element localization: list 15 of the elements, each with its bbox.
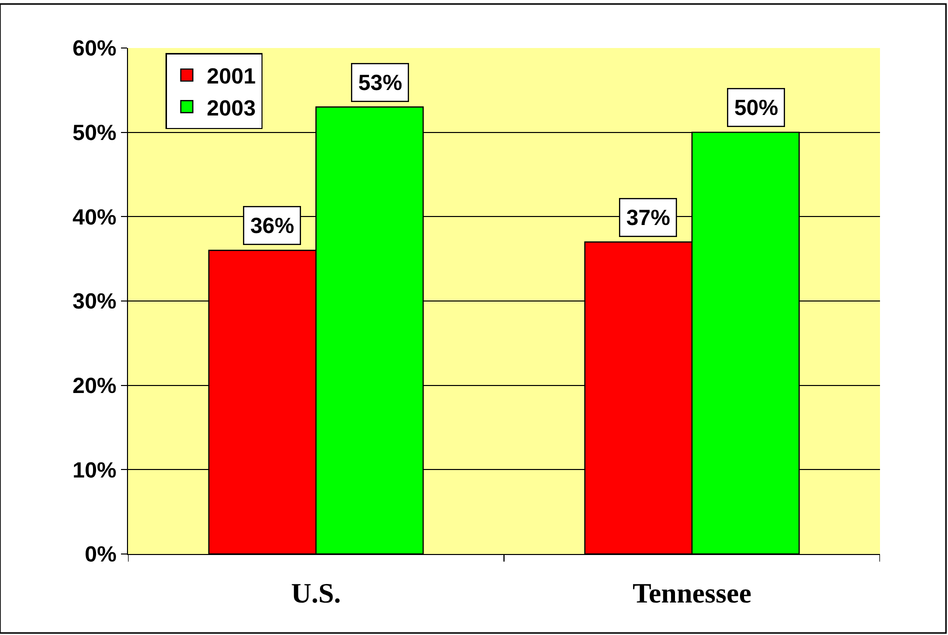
y-tick-label: 60% (72, 36, 116, 61)
y-tick-label: 40% (72, 204, 116, 230)
y-tick-label: 50% (72, 120, 116, 146)
legend-label: 2003 (206, 95, 256, 120)
y-tick-label: 0% (84, 542, 116, 567)
x-tick-label: U.S. (291, 578, 341, 610)
y-tick-label: 20% (72, 373, 116, 398)
data-label: 50% (734, 95, 778, 120)
data-label: 53% (358, 70, 402, 96)
data-label: 36% (250, 213, 294, 238)
x-tick-label: Tennessee (632, 578, 752, 610)
legend-label: 2001 (206, 64, 256, 89)
data-label: 37% (626, 205, 670, 230)
y-tick-label: 30% (72, 288, 116, 314)
y-tick-label: 10% (72, 457, 116, 482)
